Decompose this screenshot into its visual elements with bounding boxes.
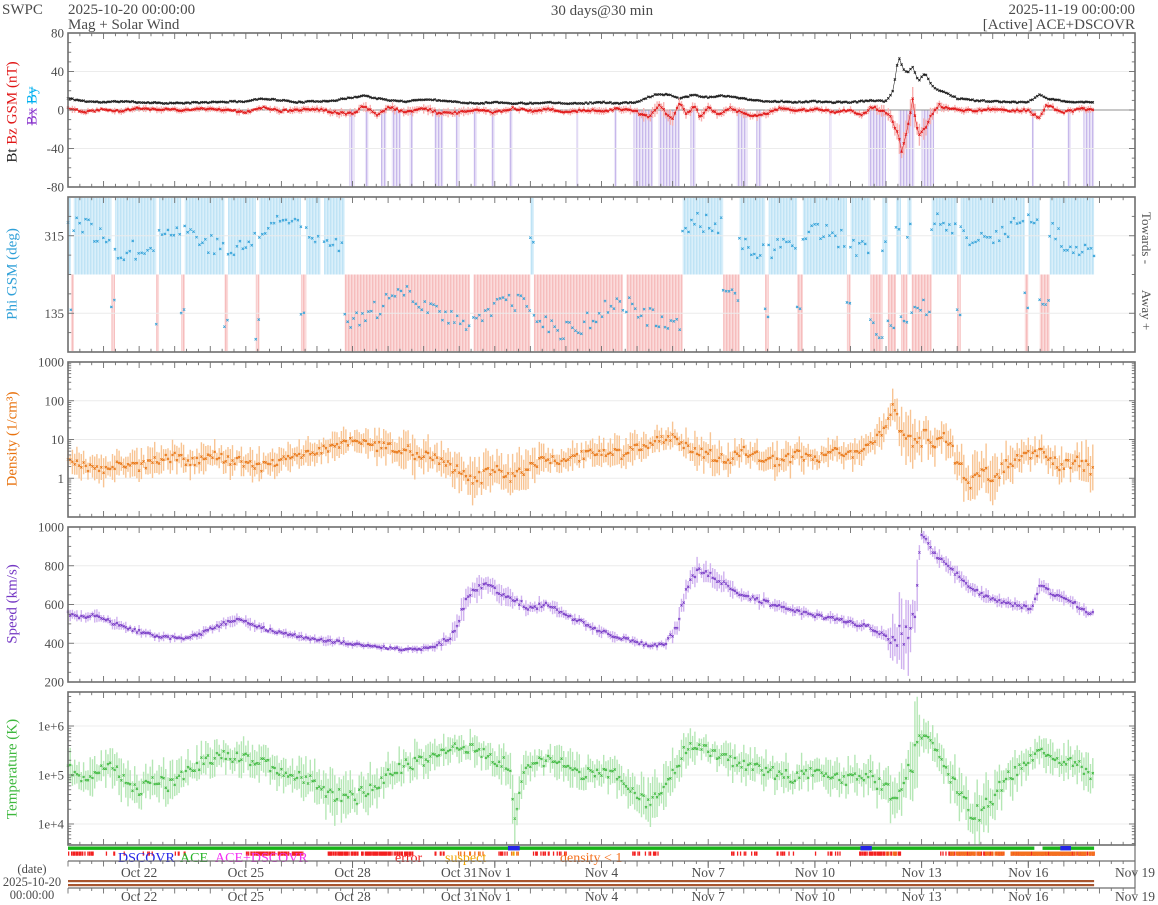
date-caption: (date) — [17, 862, 47, 876]
svg-text:Oct 28: Oct 28 — [334, 889, 371, 904]
svg-text:1e+4: 1e+4 — [38, 816, 65, 831]
svg-text:600: 600 — [45, 597, 65, 612]
svg-text:Oct 31: Oct 31 — [441, 865, 477, 880]
svg-text:100: 100 — [45, 393, 65, 408]
svg-text:Nov 13: Nov 13 — [902, 865, 942, 880]
svg-text:800: 800 — [45, 558, 65, 573]
svg-text:Oct 25: Oct 25 — [228, 889, 265, 904]
svg-text:Nov 10: Nov 10 — [795, 865, 835, 880]
svg-text:Nov 1: Nov 1 — [478, 889, 511, 904]
svg-text:1: 1 — [58, 471, 65, 486]
svg-text:-80: -80 — [47, 180, 64, 195]
svg-text:Oct 31: Oct 31 — [441, 889, 477, 904]
svg-text:Oct 25: Oct 25 — [228, 865, 265, 880]
svg-text:-40: -40 — [47, 141, 64, 156]
footer-start-date: 2025-10-20 — [2, 875, 62, 889]
svg-text:400: 400 — [45, 636, 65, 651]
svg-text:Nov 1: Nov 1 — [478, 865, 511, 880]
start-datetime: 2025-10-20 00:00:00 — [68, 2, 196, 18]
data-source-status: [Active] ACE+DSCOVR — [982, 17, 1135, 33]
footer-start-time: 00:00:00 — [9, 888, 55, 902]
svg-text:315: 315 — [45, 228, 65, 243]
svg-text:Nov 16: Nov 16 — [1008, 889, 1048, 904]
svg-text:Nov 19: Nov 19 — [1115, 889, 1155, 904]
svg-text:Nov 16: Nov 16 — [1008, 865, 1048, 880]
svg-text:Nov 4: Nov 4 — [585, 865, 619, 880]
svg-text:Nov 13: Nov 13 — [902, 889, 942, 904]
end-datetime: 2025-11-19 00:00:00 — [1008, 2, 1135, 18]
svg-text:ACE+DSCOVR: ACE+DSCOVR — [215, 851, 308, 866]
plot-subtitle: Mag + Solar Wind — [68, 17, 180, 33]
svg-text:0: 0 — [58, 103, 65, 118]
svg-text:Nov 7: Nov 7 — [692, 865, 726, 880]
svg-text:Nov 10: Nov 10 — [795, 889, 835, 904]
svg-text:1000: 1000 — [38, 355, 64, 370]
svg-text:Nov 4: Nov 4 — [585, 889, 619, 904]
svg-text:1e+5: 1e+5 — [38, 767, 64, 782]
svg-text:10: 10 — [51, 432, 64, 447]
svg-text:135: 135 — [45, 306, 65, 321]
svg-text:suspect: suspect — [445, 851, 486, 866]
svg-text:80: 80 — [51, 26, 64, 41]
svg-text:Oct 28: Oct 28 — [334, 865, 371, 880]
svg-text:error: error — [395, 851, 423, 866]
svg-text:Oct 22: Oct 22 — [121, 889, 157, 904]
cadence: 30 days@30 min — [550, 3, 654, 19]
brand: SWPC — [2, 2, 43, 18]
svg-text:40: 40 — [51, 64, 64, 79]
svg-text:ACE: ACE — [180, 851, 208, 866]
svg-text:200: 200 — [45, 675, 65, 690]
svg-text:1e+6: 1e+6 — [38, 719, 65, 734]
svg-text:Nov 7: Nov 7 — [692, 889, 726, 904]
svg-text:density < 1: density < 1 — [560, 851, 622, 866]
svg-text:DSCOVR: DSCOVR — [118, 851, 175, 866]
svg-text:Oct 22: Oct 22 — [121, 865, 157, 880]
svg-text:1000: 1000 — [38, 520, 64, 535]
